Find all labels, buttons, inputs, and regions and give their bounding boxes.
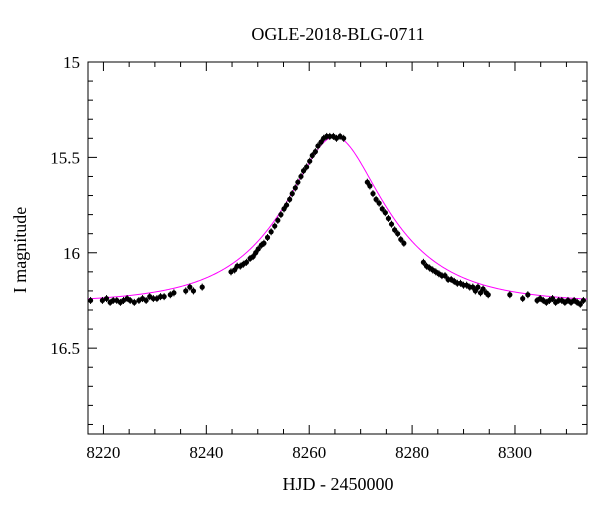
data-point: [401, 240, 407, 246]
data-point: [304, 164, 310, 170]
data-point: [110, 297, 116, 304]
data-point: [131, 299, 137, 305]
data-point: [300, 168, 307, 174]
data-point: [264, 234, 271, 241]
x-axis-label: HJD - 2450000: [283, 474, 394, 494]
data-point: [243, 259, 250, 265]
data-point: [289, 191, 295, 197]
data-point: [87, 297, 94, 304]
y-tick-label: 15: [63, 53, 80, 72]
data-point: [373, 196, 379, 202]
data-point: [272, 223, 278, 229]
x-tick-label: 8240: [189, 443, 223, 462]
data-point: [307, 158, 313, 164]
data-point: [580, 297, 586, 304]
data-point: [127, 297, 133, 304]
data-point: [281, 206, 287, 212]
data-point: [382, 210, 388, 216]
data-point: [199, 284, 205, 290]
data-point: [292, 185, 298, 191]
data-point: [190, 288, 197, 294]
data-point: [298, 173, 304, 180]
data-point: [232, 267, 238, 273]
y-tick-label: 15.5: [50, 148, 80, 167]
data-point: [367, 183, 373, 189]
plot-frame: [87, 61, 588, 435]
data-point: [577, 301, 583, 307]
data-point: [103, 295, 110, 302]
data-points: [87, 132, 586, 308]
data-point: [398, 236, 404, 243]
x-tick-labels: 8220 8240 8260 8280 8300: [86, 443, 532, 462]
data-point: [327, 133, 333, 139]
x-tick-label: 8280: [395, 443, 429, 462]
data-point: [275, 217, 281, 223]
data-point: [261, 240, 267, 246]
data-point: [480, 286, 486, 292]
model-curve: [87, 136, 588, 300]
data-point: [442, 273, 448, 279]
data-point: [549, 295, 556, 302]
data-point: [150, 295, 156, 302]
data-point: [183, 288, 189, 294]
data-point: [312, 149, 318, 155]
y-tick-label: 16: [63, 244, 80, 263]
data-point: [472, 288, 478, 294]
data-point: [255, 246, 261, 252]
data-point: [278, 212, 284, 218]
data-point: [295, 179, 301, 185]
data-point: [341, 135, 347, 141]
chart-title: OGLE-2018-BLG-0711: [251, 24, 424, 44]
data-point: [385, 215, 392, 222]
data-point: [395, 231, 401, 237]
data-point: [318, 139, 324, 145]
data-point: [525, 292, 531, 298]
data-point: [470, 284, 476, 290]
data-point: [309, 152, 315, 159]
data-point: [475, 284, 481, 290]
plot-area: [87, 61, 588, 435]
y-tick-label: 16.5: [50, 339, 80, 358]
y-tick-labels: 15 15.5 16 16.5: [50, 53, 80, 358]
data-point: [268, 229, 274, 235]
data-point: [157, 294, 164, 300]
data-point: [507, 292, 513, 298]
data-point: [161, 294, 167, 300]
axis-ticks: [88, 61, 587, 434]
x-tick-label: 8300: [498, 443, 532, 462]
data-point: [187, 284, 193, 290]
data-point: [370, 191, 376, 197]
data-point: [250, 253, 256, 260]
data-point: [388, 221, 395, 227]
x-tick-label: 8220: [86, 443, 120, 462]
data-point: [420, 259, 427, 265]
y-axis-label: I magnitude: [10, 207, 30, 293]
data-point: [253, 250, 259, 256]
data-point: [283, 202, 290, 208]
data-point: [379, 206, 385, 212]
data-point: [143, 297, 149, 304]
data-point: [99, 297, 106, 304]
data-point: [287, 196, 293, 202]
data-point: [171, 290, 177, 296]
data-point: [520, 295, 526, 302]
data-point: [376, 200, 382, 206]
x-tick-label: 8260: [292, 443, 326, 462]
data-point: [485, 292, 491, 298]
data-point: [364, 179, 370, 185]
data-point: [477, 290, 484, 296]
data-point: [315, 143, 321, 149]
data-point: [392, 227, 398, 233]
